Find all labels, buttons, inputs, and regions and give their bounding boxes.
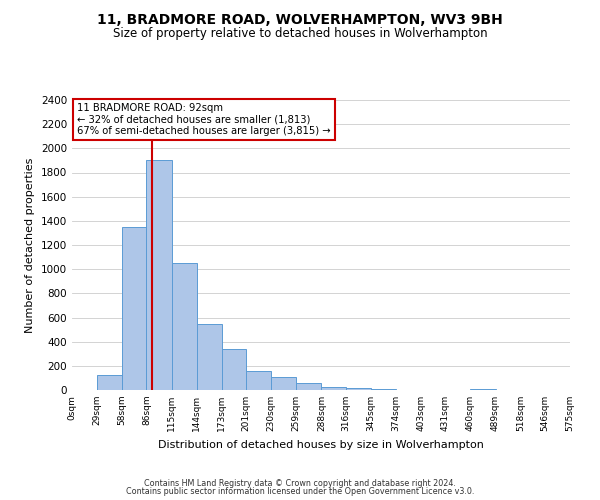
Text: Contains public sector information licensed under the Open Government Licence v3: Contains public sector information licen…	[126, 487, 474, 496]
Bar	[172, 263, 197, 390]
Bar	[322, 387, 346, 390]
Text: 11 BRADMORE ROAD: 92sqm
← 32% of detached houses are smaller (1,813)
67% of semi: 11 BRADMORE ROAD: 92sqm ← 32% of detache…	[77, 103, 331, 136]
Text: Contains HM Land Registry data © Crown copyright and database right 2024.: Contains HM Land Registry data © Crown c…	[144, 478, 456, 488]
Bar	[197, 324, 222, 390]
Text: Size of property relative to detached houses in Wolverhampton: Size of property relative to detached ho…	[113, 28, 487, 40]
Bar	[271, 376, 296, 390]
Bar	[222, 349, 246, 390]
X-axis label: Distribution of detached houses by size in Wolverhampton: Distribution of detached houses by size …	[158, 440, 484, 450]
Text: 11, BRADMORE ROAD, WOLVERHAMPTON, WV3 9BH: 11, BRADMORE ROAD, WOLVERHAMPTON, WV3 9B…	[97, 12, 503, 26]
Bar	[146, 160, 172, 390]
Bar	[296, 383, 322, 390]
Bar	[346, 388, 371, 390]
Y-axis label: Number of detached properties: Number of detached properties	[25, 158, 35, 332]
Bar	[97, 375, 122, 390]
Bar	[246, 372, 271, 390]
Bar	[122, 227, 146, 390]
